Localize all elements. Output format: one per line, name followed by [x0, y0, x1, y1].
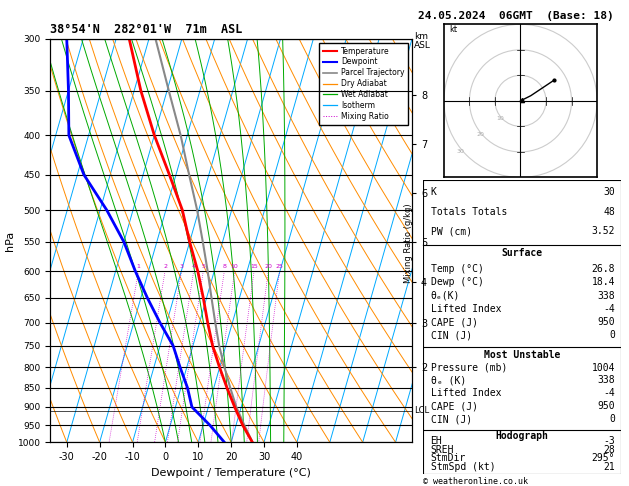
Text: 10: 10 [231, 264, 238, 269]
Text: 30: 30 [603, 187, 615, 197]
Text: Surface: Surface [501, 248, 542, 259]
Text: LCL: LCL [414, 406, 429, 415]
Text: 38°54'N  282°01'W  71m  ASL: 38°54'N 282°01'W 71m ASL [50, 23, 243, 36]
Text: StmDir: StmDir [431, 453, 466, 464]
Text: θₑ (K): θₑ (K) [431, 375, 466, 385]
Text: CAPE (J): CAPE (J) [431, 401, 477, 411]
Text: Dewp (°C): Dewp (°C) [431, 278, 484, 287]
Text: 338: 338 [598, 375, 615, 385]
Text: PW (cm): PW (cm) [431, 226, 472, 236]
Text: 25: 25 [276, 264, 284, 269]
Text: 295°: 295° [591, 453, 615, 464]
Text: 20: 20 [476, 132, 484, 137]
Text: 10: 10 [496, 116, 504, 121]
Text: CIN (J): CIN (J) [431, 414, 472, 424]
Text: 950: 950 [598, 317, 615, 327]
Text: 3: 3 [179, 264, 184, 269]
Text: CIN (J): CIN (J) [431, 330, 472, 341]
Text: 30: 30 [457, 149, 465, 154]
Y-axis label: hPa: hPa [5, 230, 15, 251]
Text: EH: EH [431, 436, 442, 447]
Text: 3.52: 3.52 [591, 226, 615, 236]
Text: θₑ(K): θₑ(K) [431, 291, 460, 301]
Text: 15: 15 [250, 264, 258, 269]
Text: Lifted Index: Lifted Index [431, 388, 501, 399]
Text: 28: 28 [603, 445, 615, 455]
Text: 338: 338 [598, 291, 615, 301]
Text: 24.05.2024  06GMT  (Base: 18): 24.05.2024 06GMT (Base: 18) [418, 12, 614, 21]
Text: StmSpd (kt): StmSpd (kt) [431, 462, 495, 472]
Text: Lifted Index: Lifted Index [431, 304, 501, 314]
Text: 18.4: 18.4 [591, 278, 615, 287]
Text: 1004: 1004 [591, 363, 615, 372]
Text: -4: -4 [603, 304, 615, 314]
Text: 2: 2 [163, 264, 167, 269]
Text: Temp (°C): Temp (°C) [431, 264, 484, 274]
Text: K: K [431, 187, 437, 197]
Text: 20: 20 [264, 264, 272, 269]
Text: Hodograph: Hodograph [495, 432, 548, 441]
Text: -4: -4 [603, 388, 615, 399]
Text: km
ASL: km ASL [414, 32, 431, 50]
Text: 5: 5 [201, 264, 205, 269]
Text: SREH: SREH [431, 445, 454, 455]
Text: 4: 4 [192, 264, 196, 269]
Text: 1: 1 [136, 264, 140, 269]
Text: Pressure (mb): Pressure (mb) [431, 363, 507, 372]
Text: 8: 8 [223, 264, 226, 269]
Text: Mixing Ratio (g/kg): Mixing Ratio (g/kg) [404, 203, 413, 283]
Text: 950: 950 [598, 401, 615, 411]
Text: 0: 0 [609, 330, 615, 341]
Text: Most Unstable: Most Unstable [484, 350, 560, 360]
Text: Totals Totals: Totals Totals [431, 207, 507, 217]
Legend: Temperature, Dewpoint, Parcel Trajectory, Dry Adiabat, Wet Adiabat, Isotherm, Mi: Temperature, Dewpoint, Parcel Trajectory… [320, 43, 408, 125]
Text: -3: -3 [603, 436, 615, 447]
Text: 26.8: 26.8 [591, 264, 615, 274]
Text: 48: 48 [603, 207, 615, 217]
Text: © weatheronline.co.uk: © weatheronline.co.uk [423, 477, 528, 486]
Text: kt: kt [449, 25, 457, 34]
Text: 0: 0 [609, 414, 615, 424]
Text: CAPE (J): CAPE (J) [431, 317, 477, 327]
X-axis label: Dewpoint / Temperature (°C): Dewpoint / Temperature (°C) [151, 468, 311, 478]
Text: 21: 21 [603, 462, 615, 472]
